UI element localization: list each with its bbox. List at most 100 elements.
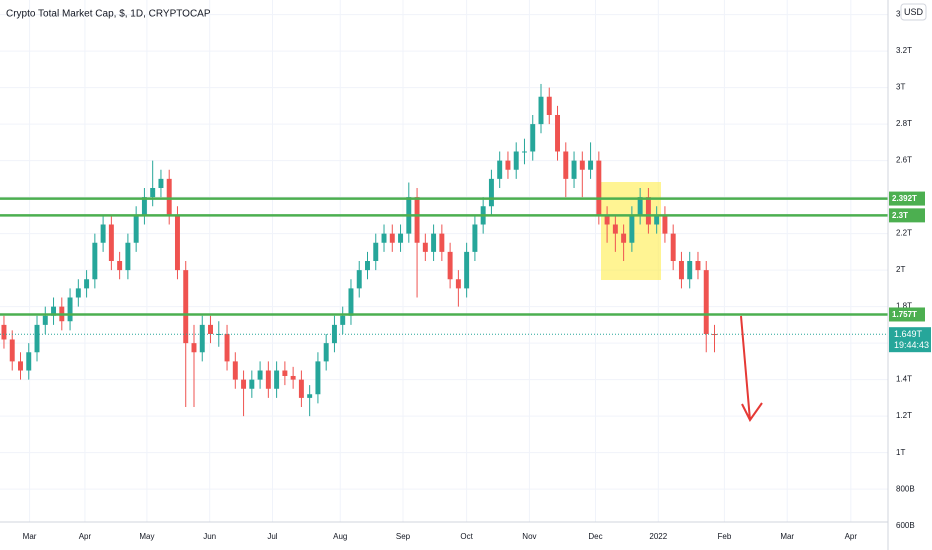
y-tick-label: 2.8T bbox=[896, 119, 912, 128]
y-tick-label: 3T bbox=[896, 83, 905, 92]
candle-body bbox=[191, 343, 197, 353]
y-tick-label: 800B bbox=[896, 484, 915, 493]
down-arrow bbox=[740, 315, 763, 422]
candle-body bbox=[323, 343, 329, 362]
candle-body bbox=[290, 375, 296, 380]
candle-body bbox=[645, 197, 651, 225]
candle-body bbox=[199, 324, 205, 353]
candle-body bbox=[695, 261, 701, 271]
candle-body bbox=[422, 242, 428, 252]
candle-body bbox=[703, 270, 709, 335]
candle-body bbox=[51, 306, 57, 316]
candle-body bbox=[108, 224, 114, 261]
candle-body bbox=[398, 233, 404, 243]
candle-body bbox=[447, 251, 453, 280]
candle-body bbox=[596, 160, 602, 216]
x-tick-label: Nov bbox=[522, 532, 536, 541]
candle-body bbox=[579, 160, 585, 170]
candle-body bbox=[588, 160, 594, 170]
x-tick-label: Apr bbox=[845, 532, 858, 541]
candle-body bbox=[637, 197, 643, 216]
candle-body bbox=[621, 233, 627, 243]
candle-body bbox=[612, 224, 618, 234]
candle-body bbox=[1, 324, 7, 340]
x-tick-label: May bbox=[139, 532, 154, 541]
candle-body bbox=[224, 334, 230, 362]
candle-body bbox=[166, 178, 172, 216]
y-tick-label: 3.2T bbox=[896, 46, 912, 55]
x-tick-label: 2022 bbox=[649, 532, 667, 541]
candle-body bbox=[521, 151, 527, 153]
level-tag bbox=[889, 191, 925, 206]
candle-body bbox=[513, 151, 519, 170]
candle-body bbox=[530, 124, 536, 152]
candle-body bbox=[563, 151, 569, 179]
candle-body bbox=[505, 160, 511, 170]
last-price-tag bbox=[889, 327, 931, 353]
candle-body bbox=[439, 233, 445, 252]
x-tick-label: Feb bbox=[718, 532, 732, 541]
y-tick-label: 1.8T bbox=[896, 302, 912, 311]
candle-body bbox=[150, 187, 156, 198]
x-tick-label: Mar bbox=[23, 532, 37, 541]
candle-body bbox=[282, 370, 288, 376]
y-tick-label: 1T bbox=[896, 448, 905, 457]
candle-body bbox=[183, 270, 189, 344]
candle-body bbox=[18, 361, 23, 371]
currency-label: USD bbox=[904, 7, 924, 17]
y-tick-label: 1.4T bbox=[896, 375, 912, 384]
candle-body bbox=[348, 288, 354, 316]
candle-body bbox=[117, 261, 123, 271]
level-tag bbox=[889, 208, 925, 223]
candle-body bbox=[381, 233, 387, 243]
candle-body bbox=[26, 352, 32, 371]
level-label: 1.757T bbox=[892, 310, 917, 319]
y-tick-label: 2.2T bbox=[896, 229, 912, 238]
x-tick-label: Jun bbox=[203, 532, 216, 541]
candle-body bbox=[464, 251, 470, 289]
y-tick-label: 2T bbox=[896, 265, 905, 274]
candle-body bbox=[9, 339, 15, 362]
candle-body bbox=[141, 197, 147, 216]
candle-body bbox=[538, 96, 544, 125]
candle-body bbox=[92, 242, 98, 280]
candle-body bbox=[340, 315, 346, 325]
countdown-label: 19:44:43 bbox=[894, 340, 929, 350]
currency-badge[interactable] bbox=[900, 3, 927, 21]
candle-body bbox=[662, 215, 668, 234]
candle-body bbox=[654, 215, 660, 225]
candle-body bbox=[100, 224, 106, 243]
y-tick-label: 1.2T bbox=[896, 411, 912, 420]
y-tick-label: 2.6T bbox=[896, 156, 912, 165]
candle-body bbox=[174, 215, 180, 271]
candle-body bbox=[455, 279, 461, 289]
x-tick-label: Aug bbox=[333, 532, 347, 541]
candle-body bbox=[34, 324, 40, 353]
x-tick-label: Apr bbox=[79, 532, 92, 541]
candle-body bbox=[75, 288, 81, 298]
plot bbox=[0, 83, 888, 417]
candle-body bbox=[249, 379, 255, 389]
x-tick-label: Jul bbox=[267, 532, 277, 541]
candle-body bbox=[472, 224, 478, 252]
x-tick-label: Sep bbox=[396, 532, 411, 541]
x-tick-label: Oct bbox=[460, 532, 473, 541]
candle-body bbox=[265, 370, 271, 389]
candle-body bbox=[125, 242, 131, 271]
last-price-label: 1.649T bbox=[894, 329, 923, 339]
candle-body bbox=[497, 160, 503, 179]
candle-body bbox=[315, 361, 321, 395]
candle-body bbox=[84, 279, 90, 289]
candle-body bbox=[431, 233, 437, 252]
candle-body bbox=[678, 261, 684, 280]
candle-body bbox=[257, 370, 263, 380]
candle-body bbox=[488, 178, 494, 207]
candle-body bbox=[389, 233, 395, 243]
candle-body bbox=[373, 242, 379, 261]
candle-body bbox=[356, 270, 362, 289]
candle-body bbox=[331, 324, 337, 344]
candle-body bbox=[232, 361, 238, 380]
level-label: 2.3T bbox=[892, 211, 908, 220]
candle-body bbox=[216, 334, 222, 336]
